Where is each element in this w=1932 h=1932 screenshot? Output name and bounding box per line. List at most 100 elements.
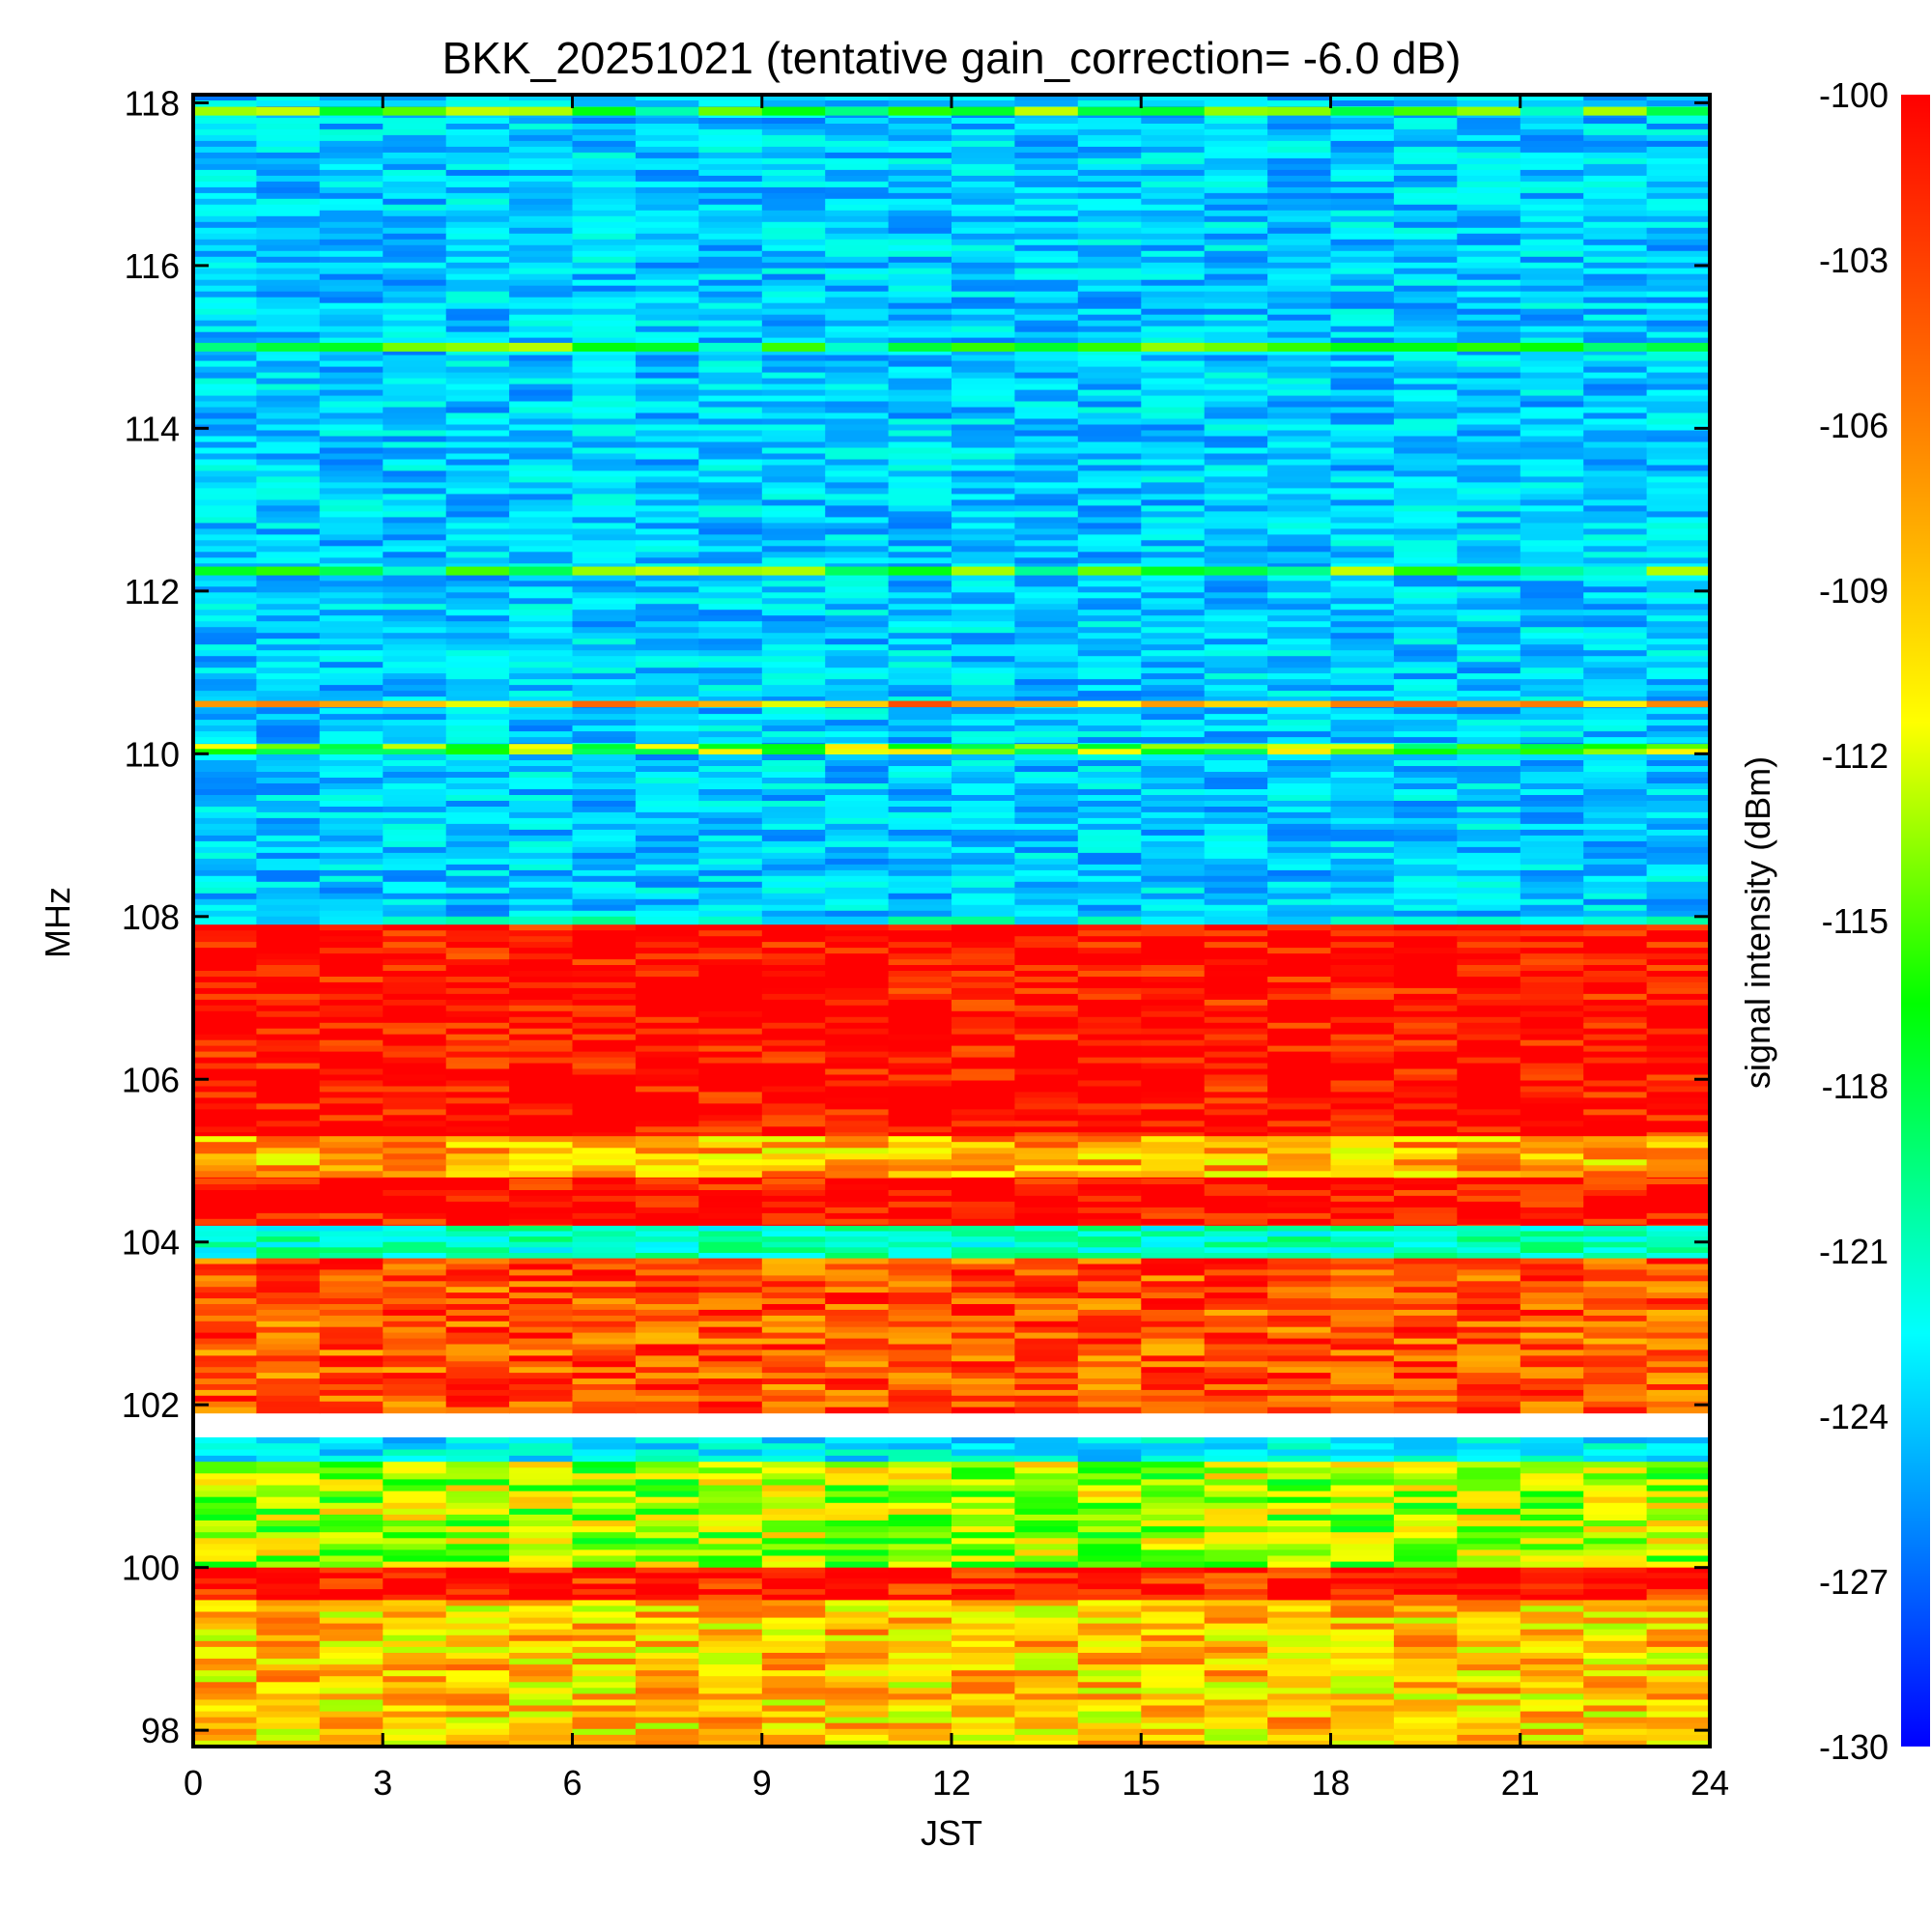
heatmap-cell <box>761 273 826 281</box>
heatmap-cell <box>1520 1005 1584 1012</box>
heatmap-cell <box>256 476 321 483</box>
heatmap-cell <box>635 1097 699 1104</box>
heatmap-cell <box>635 366 699 374</box>
heatmap-cell <box>1646 499 1710 506</box>
heatmap-cell <box>888 965 952 972</box>
heatmap-cell <box>256 465 321 472</box>
heatmap-cell <box>888 198 952 206</box>
heatmap-cell <box>1141 720 1206 726</box>
heatmap-cell <box>1520 511 1584 518</box>
heatmap-cell <box>1520 829 1584 837</box>
heatmap-cell <box>193 412 257 420</box>
heatmap-cell <box>952 360 1015 368</box>
heatmap-cell <box>1330 801 1395 808</box>
heatmap-cell <box>952 256 1015 264</box>
heatmap-cell <box>635 916 699 925</box>
heatmap-cell <box>193 981 257 989</box>
heatmap-cell <box>509 140 574 148</box>
heatmap-cell <box>193 610 257 616</box>
heatmap-cell <box>698 1126 763 1133</box>
heatmap-cell <box>1141 378 1206 385</box>
heatmap-cell <box>635 864 699 871</box>
heatmap-cell <box>1267 1068 1332 1076</box>
heatmap-cell <box>761 708 826 715</box>
heatmap-cell <box>383 1103 447 1110</box>
heatmap-cell <box>1267 893 1332 900</box>
heatmap-cell <box>1014 1010 1079 1018</box>
heatmap-cell <box>1393 453 1458 461</box>
heatmap-cell <box>1457 1132 1521 1139</box>
heatmap-cell <box>1204 476 1268 483</box>
heatmap-cell <box>1204 858 1268 866</box>
heatmap-cell <box>1267 720 1332 726</box>
heatmap-cell <box>1457 407 1521 414</box>
heatmap-cell <box>1393 1039 1458 1047</box>
heatmap-cell <box>1583 1132 1648 1139</box>
heatmap-cell <box>1204 494 1268 500</box>
heatmap-cell <box>1141 840 1206 848</box>
heatmap-cell <box>888 904 952 912</box>
heatmap-cell <box>825 366 890 374</box>
heatmap-cell <box>319 656 384 663</box>
heatmap-cell <box>509 204 574 212</box>
heatmap-cell <box>888 744 952 750</box>
heatmap-cell <box>1646 644 1710 651</box>
heatmap-cell <box>256 517 321 524</box>
heatmap-cell <box>1457 320 1521 327</box>
heatmap-cell <box>572 1016 637 1024</box>
heatmap-cell <box>1204 965 1268 972</box>
heatmap-cell <box>1520 198 1584 206</box>
heatmap-cell <box>1141 494 1206 500</box>
heatmap-cell <box>319 766 384 773</box>
heatmap-cell <box>445 517 510 524</box>
heatmap-cell <box>1330 175 1395 183</box>
heatmap-cell <box>1457 100 1521 107</box>
heatmap-cell <box>1014 331 1079 339</box>
heatmap-cell <box>1457 575 1521 582</box>
heatmap-cell <box>635 1086 699 1094</box>
heatmap-cell <box>319 700 384 708</box>
heatmap-cell <box>1267 453 1332 461</box>
heatmap-cell <box>825 140 890 148</box>
heatmap-cell <box>1520 210 1584 217</box>
heatmap-cell <box>1014 447 1079 455</box>
heatmap-cell <box>572 993 637 1001</box>
heatmap-cell <box>1520 250 1584 258</box>
heatmap-cell <box>1014 308 1079 316</box>
heatmap-cell <box>635 534 699 541</box>
heatmap-cell <box>319 1195 384 1203</box>
heatmap-cell <box>572 1039 637 1047</box>
heatmap-cell <box>761 673 826 680</box>
heatmap-cell <box>445 811 510 819</box>
heatmap-cell <box>1077 1115 1142 1122</box>
heatmap-cell <box>1583 801 1648 808</box>
heatmap-cell <box>445 163 510 171</box>
heatmap-cell <box>698 965 763 972</box>
heatmap-cell <box>445 476 510 483</box>
heatmap-cell <box>1204 355 1268 362</box>
heatmap-cell <box>888 673 952 680</box>
heatmap-cell <box>1457 1097 1521 1104</box>
heatmap-cell <box>572 1132 637 1139</box>
heatmap-cell <box>1267 233 1332 241</box>
heatmap-cell <box>1014 152 1079 159</box>
heatmap-cell <box>698 192 763 200</box>
heatmap-cell <box>1141 124 1206 130</box>
heatmap-cell <box>1330 239 1395 246</box>
heatmap-cell <box>1393 598 1458 605</box>
heatmap-cell <box>635 610 699 616</box>
heatmap-cell <box>509 685 574 692</box>
heatmap-cell <box>193 146 257 154</box>
heatmap-cell <box>1457 453 1521 461</box>
heatmap-cell <box>1393 395 1458 403</box>
heatmap-cell <box>1520 1126 1584 1133</box>
heatmap-cell <box>1583 639 1648 645</box>
heatmap-cell <box>383 987 447 995</box>
heatmap-cell <box>1014 1179 1079 1185</box>
heatmap-cell <box>761 517 826 524</box>
heatmap-cell <box>445 1086 510 1094</box>
heatmap-cell <box>1457 754 1521 761</box>
heatmap-cell <box>193 326 257 333</box>
heatmap-cell <box>572 1179 637 1185</box>
heatmap-cell <box>256 470 321 477</box>
